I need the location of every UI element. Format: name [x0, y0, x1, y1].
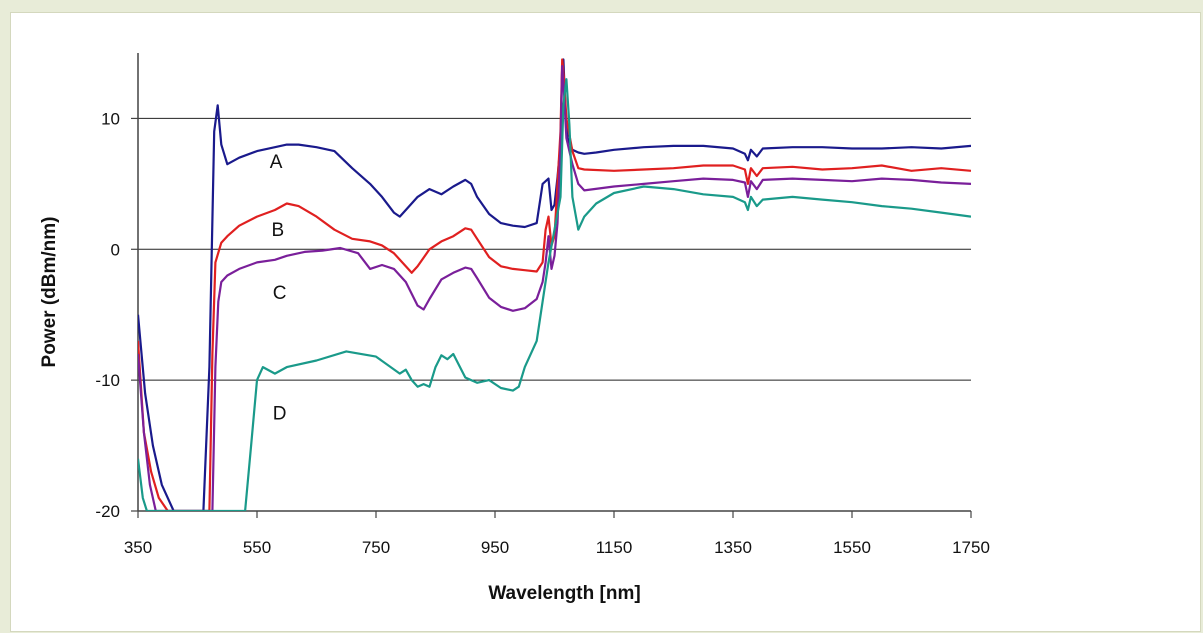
series-label-d: D — [273, 403, 287, 424]
y-tick-label--10: -10 — [95, 371, 120, 390]
chart: 350 550 750 950 1150 1350 1550 1750 -20 -10 0 10 Wav… — [39, 53, 990, 604]
x-tick-label-1750: 1750 — [952, 538, 990, 557]
series-line-c — [138, 64, 971, 511]
series-label-a: A — [270, 152, 283, 173]
y-axis-title: Power (dBm/nm) — [39, 217, 60, 368]
x-tick-label-1150: 1150 — [596, 538, 633, 557]
x-tick-label-1550: 1550 — [833, 538, 871, 557]
y-tick-label--20: -20 — [95, 502, 120, 521]
series-line-b — [138, 58, 971, 511]
x-tick-label-950: 950 — [481, 538, 509, 557]
series-label-c: C — [273, 283, 287, 304]
x-tick-label-750: 750 — [362, 538, 390, 557]
figure-panel: 350 550 750 950 1150 1350 1550 1750 -20 -10 0 10 Wav… — [10, 12, 1201, 632]
x-axis-title: Wavelength [nm] — [488, 583, 640, 604]
y-tick-label-0: 0 — [111, 240, 120, 259]
y-tick-label-10: 10 — [101, 109, 120, 128]
series-line-a — [138, 58, 971, 511]
x-tick-label-350: 350 — [124, 538, 152, 557]
series-line-d — [138, 78, 971, 511]
x-tick-label-1350: 1350 — [714, 538, 752, 557]
series-label-b: B — [271, 220, 284, 241]
x-tick-label-550: 550 — [243, 538, 271, 557]
